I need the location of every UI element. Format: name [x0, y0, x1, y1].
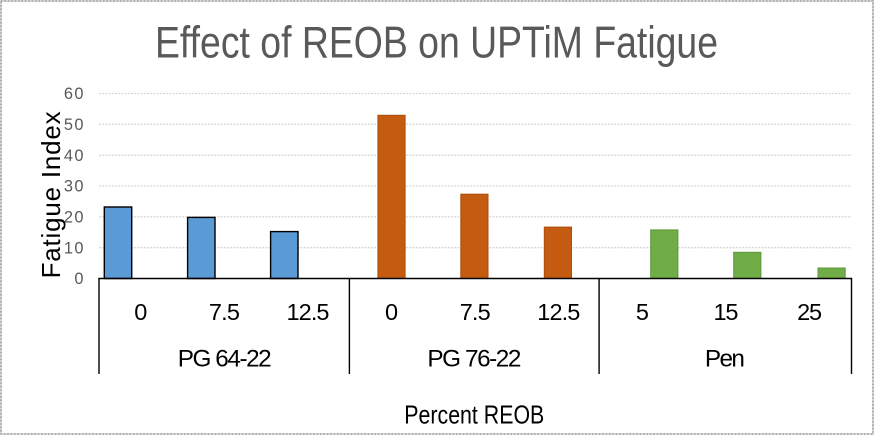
- svg-text:Percent REOB: Percent REOB: [404, 400, 544, 430]
- svg-text:0: 0: [385, 299, 398, 325]
- svg-text:25: 25: [797, 299, 822, 325]
- svg-text:0: 0: [74, 270, 83, 288]
- svg-text:Effect of REOB on UPTiM Fatigu: Effect of REOB on UPTiM Fatigue: [155, 19, 718, 68]
- svg-text:7.5: 7.5: [209, 299, 240, 325]
- svg-text:Pen: Pen: [705, 345, 745, 372]
- svg-text:5: 5: [636, 299, 649, 325]
- svg-text:20: 20: [64, 209, 84, 227]
- svg-text:PG 64-22: PG 64-22: [178, 345, 272, 372]
- svg-text:12.5: 12.5: [287, 299, 330, 325]
- svg-text:7.5: 7.5: [460, 299, 491, 325]
- svg-text:10: 10: [64, 239, 84, 257]
- svg-text:40: 40: [64, 147, 84, 165]
- svg-text:0: 0: [134, 299, 147, 325]
- svg-text:Fatigue Index: Fatigue Index: [36, 111, 66, 278]
- svg-text:12.5: 12.5: [537, 299, 580, 325]
- svg-text:30: 30: [64, 178, 84, 196]
- svg-text:15: 15: [714, 299, 739, 325]
- svg-text:50: 50: [64, 116, 84, 134]
- svg-text:60: 60: [64, 85, 84, 103]
- svg-text:PG 76-22: PG 76-22: [427, 345, 521, 372]
